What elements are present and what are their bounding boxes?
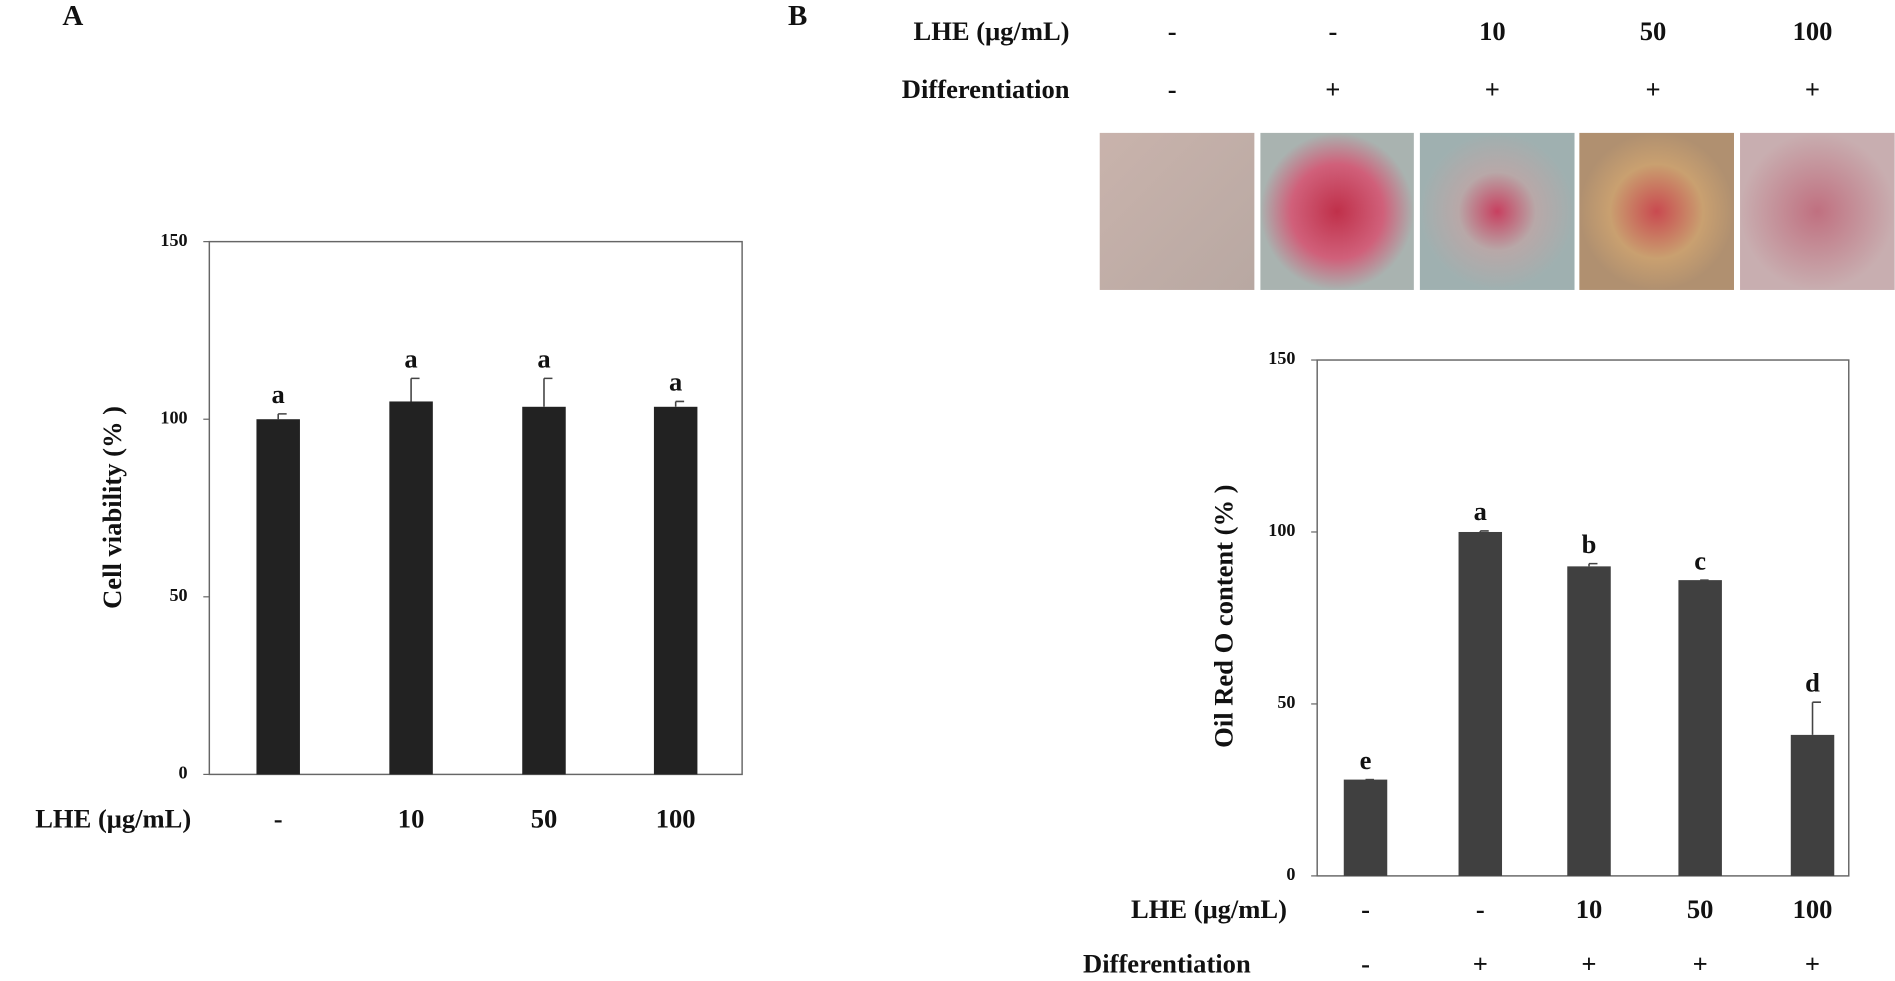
significance-letter: b <box>1582 529 1597 559</box>
bar <box>1343 779 1388 876</box>
panel-label: A <box>62 0 83 32</box>
bar <box>522 406 566 775</box>
significance-letter: a <box>272 379 285 409</box>
y-tick-label: 0 <box>179 763 188 783</box>
differentiation-label: Differentiation <box>902 74 1070 104</box>
y-tick-label: 50 <box>169 585 187 605</box>
x-tick-label: 100 <box>1793 894 1833 924</box>
plot-frame <box>208 240 743 776</box>
significance-letter: d <box>1805 667 1820 697</box>
y-tick-label: 150 <box>160 230 187 250</box>
differentiation-value: + <box>1473 949 1488 979</box>
micrograph <box>1740 132 1895 290</box>
category-label: LHE (μg/mL) <box>1131 894 1287 924</box>
error-bar <box>410 377 420 402</box>
differentiation-value: + <box>1325 74 1340 104</box>
significance-letter: e <box>1360 745 1372 775</box>
panel-label: B <box>788 0 807 32</box>
error-bar <box>1588 562 1598 567</box>
significance-letter: c <box>1694 545 1706 575</box>
y-tick-label: 100 <box>1268 520 1295 540</box>
category-value: - <box>1168 16 1177 46</box>
micrograph <box>1260 132 1414 290</box>
bar <box>653 406 698 775</box>
x-tick-label: 50 <box>1687 894 1714 924</box>
differentiation-value: + <box>1805 74 1820 104</box>
x-tick-label: - <box>1476 894 1485 924</box>
bar <box>389 401 433 775</box>
error-bar <box>543 377 553 407</box>
differentiation-label: Differentiation <box>1083 949 1251 979</box>
bar <box>1790 734 1835 876</box>
category-label: LHE (μg/mL) <box>914 16 1070 46</box>
x-tick-label: 10 <box>398 804 425 834</box>
x-tick-label: 10 <box>1576 894 1603 924</box>
error-bar <box>1811 701 1821 735</box>
significance-letter: a <box>1474 496 1487 526</box>
bar <box>1458 531 1503 876</box>
micrograph <box>1579 132 1734 290</box>
category-label: LHE (μg/mL) <box>35 804 191 834</box>
differentiation-value: - <box>1361 949 1370 979</box>
error-bar <box>1479 530 1489 532</box>
y-tick-label: 150 <box>1268 348 1295 368</box>
x-tick-label: 50 <box>531 804 558 834</box>
y-axis-label: Cell viability (% ) <box>97 406 127 609</box>
differentiation-value: - <box>1168 74 1177 104</box>
y-axis-label: Oil Red O content (% ) <box>1209 484 1239 747</box>
significance-letter: a <box>404 344 417 374</box>
x-tick-label: 100 <box>656 804 696 834</box>
y-tick-label: 50 <box>1277 692 1295 712</box>
x-tick-label: - <box>274 804 283 834</box>
category-value: 100 <box>1793 16 1833 46</box>
y-tick-label: 0 <box>1286 864 1295 884</box>
error-bar <box>674 400 685 407</box>
differentiation-value: + <box>1581 949 1596 979</box>
category-value: 50 <box>1640 16 1667 46</box>
bar <box>1567 566 1611 876</box>
differentiation-value: + <box>1693 949 1708 979</box>
differentiation-value: + <box>1645 74 1660 104</box>
micrographs <box>1099 132 1895 290</box>
significance-letter: a <box>669 367 682 397</box>
category-value: 10 <box>1479 16 1506 46</box>
bar <box>1678 580 1722 876</box>
micrograph <box>1099 132 1255 290</box>
error-bar <box>277 413 287 420</box>
differentiation-value: + <box>1485 74 1500 104</box>
significance-letter: a <box>537 344 550 374</box>
y-tick-label: 100 <box>160 407 187 427</box>
x-tick-label: - <box>1361 894 1370 924</box>
differentiation-value: + <box>1805 949 1820 979</box>
bar <box>256 419 300 775</box>
category-value: - <box>1328 16 1337 46</box>
micrograph <box>1419 132 1575 290</box>
